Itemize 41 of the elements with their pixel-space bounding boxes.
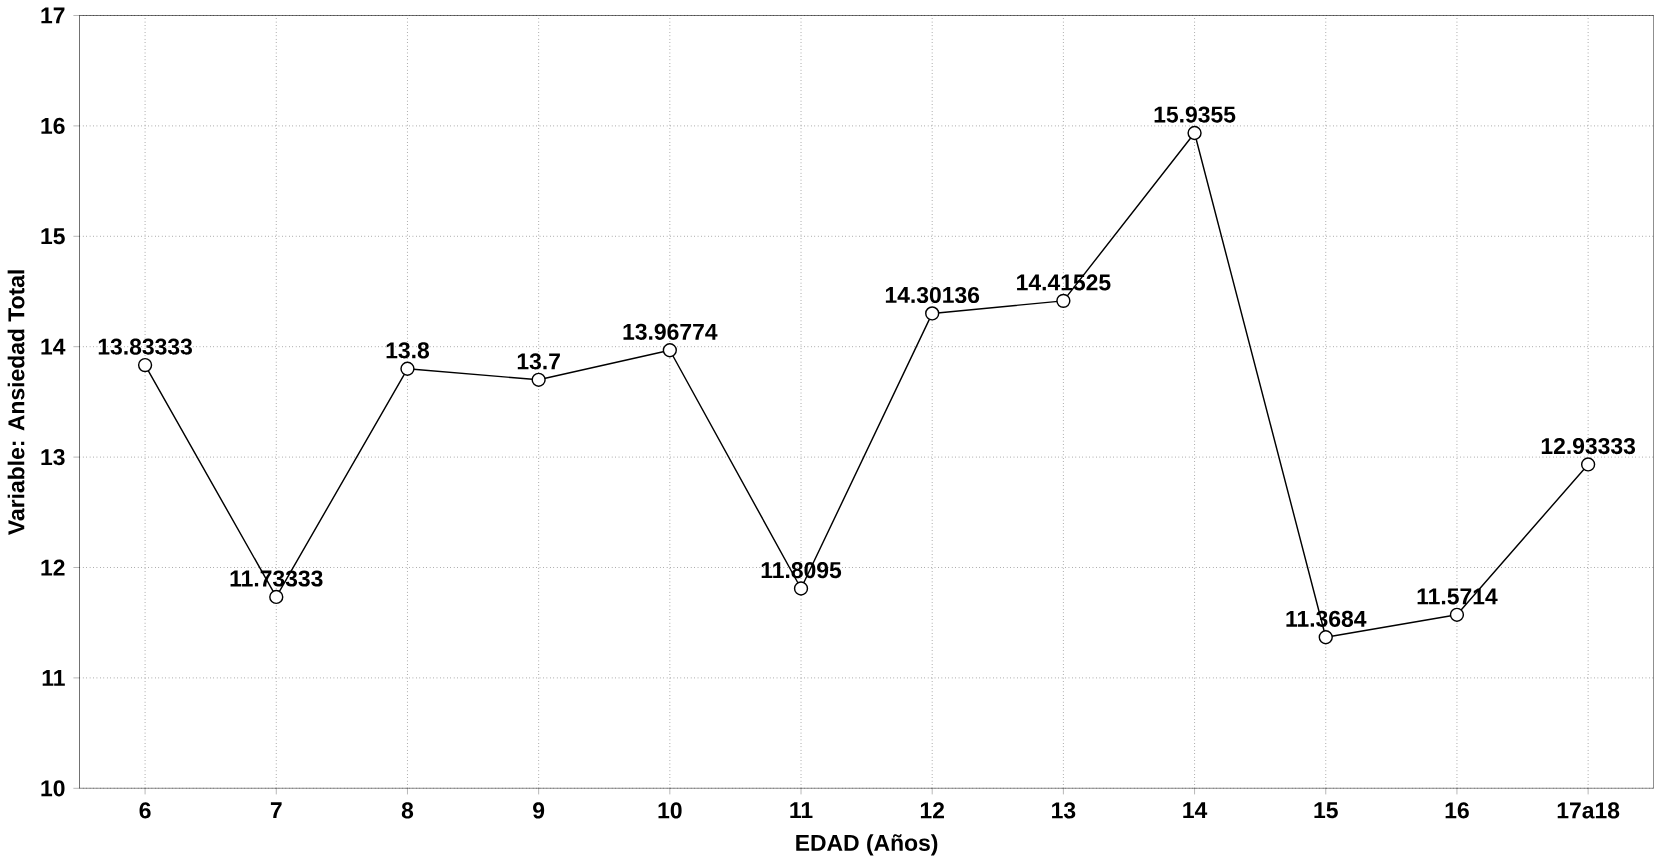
x-tick-label: 12 [920,802,944,819]
y-tick-label: 11 [42,669,65,686]
point [1056,293,1071,308]
y-tick-label: 10 [41,780,65,797]
data-label: 13.8 [386,342,430,359]
y-tick-label: 16 [41,117,65,134]
x-tick-label: 13 [1052,802,1076,819]
x-tick-label: 6 [139,802,151,819]
data-label: 15.9355 [1154,106,1236,123]
point [531,372,546,387]
x-tick-label: 9 [533,802,545,819]
x-tick-label: 10 [658,802,682,819]
x-tick-label: 7 [270,802,282,819]
x-tick-label: 17a18 [1557,802,1620,819]
point [137,357,153,373]
x-tick-label: 15 [1314,802,1338,819]
point [793,581,809,596]
data-label: 13.83333 [98,338,192,355]
x-tick-label: 11 [790,802,813,819]
data-label: 13.96774 [623,323,718,340]
point [925,306,940,321]
data-label: 14.30136 [885,286,980,304]
point [662,343,677,358]
data-label: 13.7 [517,353,560,370]
point [1449,607,1465,622]
point [400,361,415,376]
point [1580,457,1596,472]
y-tick-label: 12 [41,559,65,576]
y-axis-title: Variable: Ansiedad Total [7,270,25,535]
y-tick-label: 17 [41,7,65,24]
y-tick-label: 13 [41,448,65,466]
x-tick-label: 14 [1183,802,1208,819]
x-tick-label: 16 [1445,802,1469,819]
x-axis-title: EDAD (Años) [796,834,938,856]
point [1318,630,1333,645]
y-tick-label: 14 [41,338,66,355]
point [1187,125,1202,141]
data-label: 12.93333 [1541,437,1636,455]
point [269,589,284,605]
y-tick-label: 15 [41,228,65,245]
x-tick-label: 8 [401,802,414,819]
